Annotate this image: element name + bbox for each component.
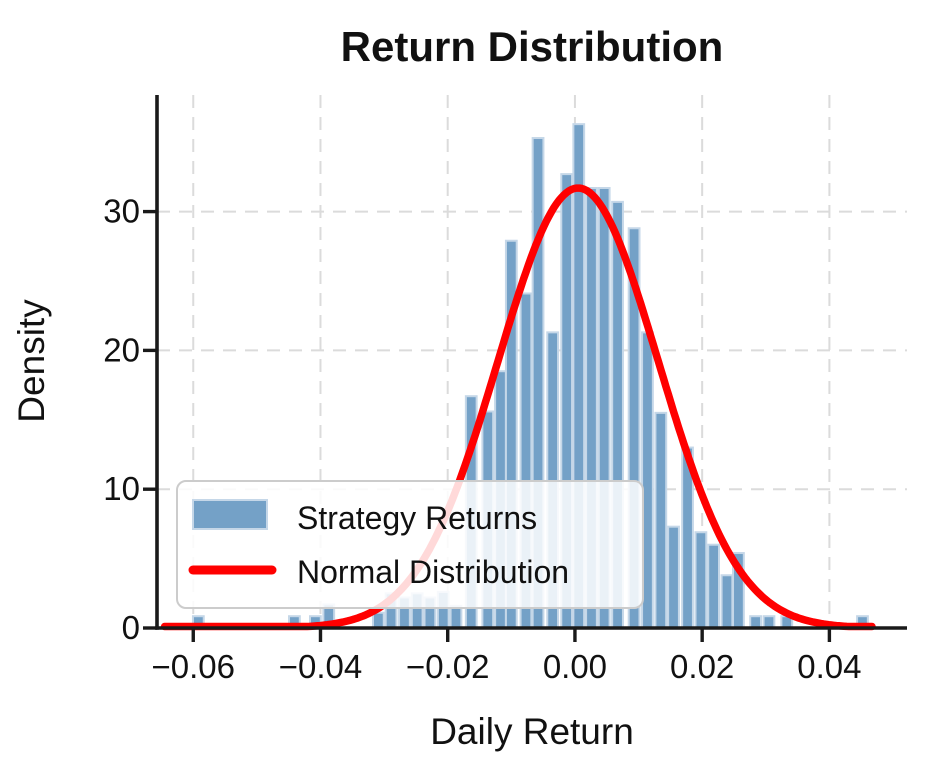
y-axis: 0 10 20 30 <box>103 193 157 646</box>
axes-spines <box>155 95 907 630</box>
histogram-bar <box>707 543 721 629</box>
legend-swatch-strategy-returns <box>192 499 268 530</box>
y-tick-label: 20 <box>103 331 140 368</box>
y-tick-label: 0 <box>122 609 140 646</box>
legend-label-normal-distribution: Normal Distribution <box>297 554 569 590</box>
x-tick-label: −0.04 <box>279 648 363 685</box>
legend-label-strategy-returns: Strategy Returns <box>297 500 537 536</box>
histogram-bar <box>694 531 708 629</box>
x-tick-label: −0.06 <box>152 648 236 685</box>
x-tick-label: −0.02 <box>406 648 490 685</box>
plot-title: Return Distribution <box>341 23 724 70</box>
histogram-bar <box>667 525 680 630</box>
x-tick-label: 0.04 <box>797 648 861 685</box>
histogram-bar <box>449 604 463 630</box>
x-axis: −0.06 −0.04 −0.02 0.00 0.02 0.04 <box>152 628 862 685</box>
x-axis-label: Daily Return <box>430 711 634 752</box>
x-tick-label: 0.02 <box>670 648 734 685</box>
legend: Strategy Returns Normal Distribution <box>176 480 644 609</box>
legend-box <box>176 480 644 609</box>
y-tick-label: 30 <box>103 193 140 230</box>
x-tick-label: 0.00 <box>543 648 607 685</box>
histogram-bar <box>371 611 385 629</box>
y-tick-label: 10 <box>103 470 140 507</box>
y-axis-label: Density <box>11 299 52 423</box>
histogram-bar <box>654 411 668 630</box>
histogram-bar <box>720 574 734 629</box>
